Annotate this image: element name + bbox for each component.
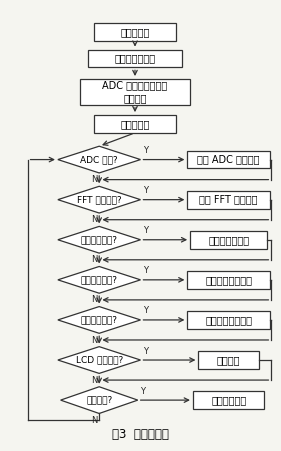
Text: Y: Y (143, 267, 148, 276)
Text: 中断向量初始化: 中断向量初始化 (114, 54, 156, 64)
FancyBboxPatch shape (187, 151, 270, 169)
Text: 短时间闪变值模块: 短时间闪变值模块 (205, 275, 252, 285)
Text: 显示模块: 显示模块 (217, 355, 240, 365)
FancyBboxPatch shape (80, 79, 190, 105)
Polygon shape (58, 267, 140, 293)
Text: Y: Y (143, 307, 148, 316)
FancyBboxPatch shape (187, 271, 270, 289)
Text: N: N (91, 255, 98, 264)
Text: 短时间闪变值?: 短时间闪变值? (81, 276, 118, 284)
Polygon shape (58, 186, 140, 213)
Text: 长时间闪变值?: 长时间闪变值? (81, 315, 118, 324)
Text: Y: Y (143, 186, 148, 195)
FancyBboxPatch shape (198, 351, 259, 369)
Text: LCD 显示标志?: LCD 显示标志? (76, 355, 123, 364)
FancyBboxPatch shape (187, 191, 270, 208)
Text: 瞬时闪变标志?: 瞬时闪变标志? (81, 235, 118, 244)
Polygon shape (61, 387, 138, 414)
Text: 其他任务模块: 其他任务模块 (211, 395, 246, 405)
Text: 开全局中断: 开全局中断 (120, 119, 150, 129)
Text: 调用 FFT 运算模块: 调用 FFT 运算模块 (200, 195, 258, 205)
Text: N: N (91, 336, 98, 345)
Text: Y: Y (143, 146, 148, 155)
FancyBboxPatch shape (193, 391, 264, 409)
Polygon shape (58, 347, 140, 373)
Text: 瞬时闪变值模块: 瞬时闪变值模块 (208, 235, 249, 245)
Text: Y: Y (143, 226, 148, 235)
Text: 其他标志?: 其他标志? (86, 396, 112, 405)
Polygon shape (58, 307, 140, 333)
FancyBboxPatch shape (88, 50, 182, 67)
FancyBboxPatch shape (187, 311, 270, 329)
Text: 图3  软件流程图: 图3 软件流程图 (112, 428, 169, 442)
Text: Y: Y (140, 387, 146, 396)
FancyBboxPatch shape (94, 23, 176, 41)
Text: Y: Y (143, 346, 148, 355)
Text: FFT 运算标志?: FFT 运算标志? (77, 195, 121, 204)
Polygon shape (58, 226, 140, 253)
Text: 长时间闪变值模块: 长时间闪变值模块 (205, 315, 252, 325)
Text: N: N (91, 175, 98, 184)
Text: 系统初始化: 系统初始化 (120, 27, 150, 37)
FancyBboxPatch shape (94, 115, 176, 133)
Text: ADC 初始化及其他外
设初始化: ADC 初始化及其他外 设初始化 (102, 81, 167, 103)
Text: 调用 ADC 采样模块: 调用 ADC 采样模块 (197, 155, 260, 165)
Text: N: N (91, 376, 98, 385)
Text: N: N (91, 416, 98, 425)
Text: N: N (91, 215, 98, 224)
Polygon shape (58, 146, 140, 173)
Text: N: N (91, 295, 98, 304)
Text: ADC 标志?: ADC 标志? (80, 155, 118, 164)
FancyBboxPatch shape (190, 231, 267, 249)
